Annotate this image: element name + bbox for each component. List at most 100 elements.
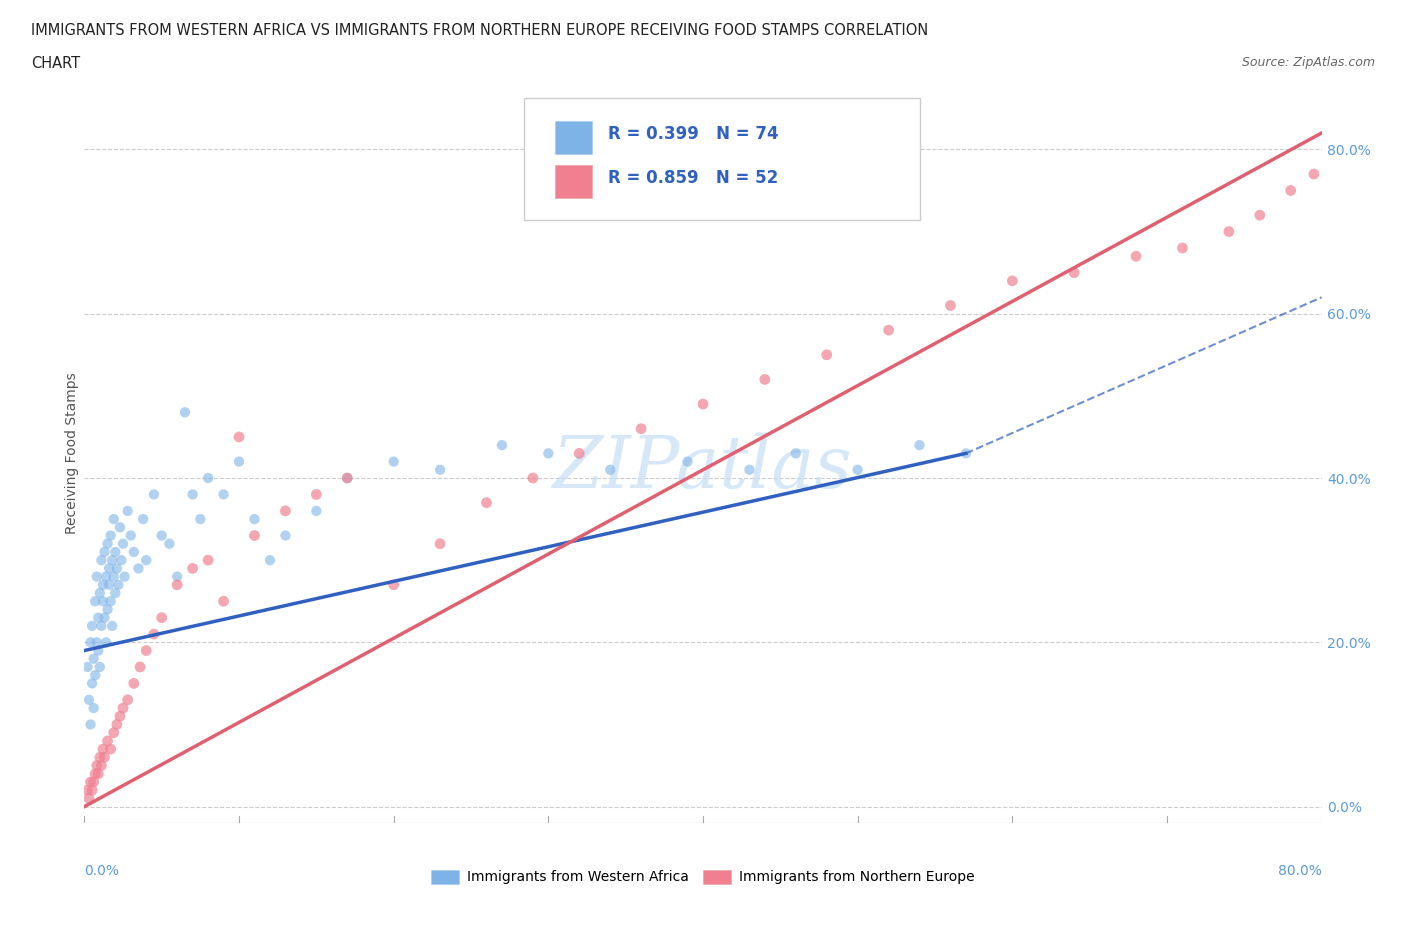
- Point: [429, 537, 451, 551]
- Point: [243, 512, 266, 526]
- FancyBboxPatch shape: [523, 99, 920, 220]
- Point: [98, 561, 121, 576]
- Point: [103, 569, 125, 584]
- Point: [1063, 265, 1085, 280]
- Point: [89, 659, 111, 674]
- Point: [87, 644, 110, 658]
- Point: [104, 586, 127, 601]
- Point: [846, 462, 869, 477]
- Point: [108, 520, 131, 535]
- Point: [101, 618, 124, 633]
- Point: [135, 644, 157, 658]
- Point: [97, 537, 120, 551]
- Text: 80.0%: 80.0%: [1278, 864, 1322, 878]
- Point: [90, 618, 112, 633]
- Point: [94, 569, 117, 584]
- Bar: [554, 165, 592, 198]
- Point: [101, 552, 124, 567]
- Point: [1125, 248, 1147, 264]
- Point: [877, 323, 900, 338]
- Point: [117, 692, 139, 707]
- Point: [93, 610, 115, 625]
- Point: [1001, 273, 1024, 288]
- Point: [228, 430, 250, 445]
- Point: [429, 462, 451, 477]
- Point: [100, 594, 122, 609]
- Point: [91, 578, 114, 592]
- Point: [76, 783, 98, 798]
- Point: [103, 512, 125, 526]
- Point: [174, 405, 197, 419]
- Point: [197, 471, 219, 485]
- Point: [87, 766, 110, 781]
- Text: 0.0%: 0.0%: [84, 864, 120, 878]
- Point: [1279, 183, 1302, 198]
- Point: [475, 495, 498, 510]
- Legend: Immigrants from Western Africa, Immigrants from Northern Europe: Immigrants from Western Africa, Immigran…: [426, 864, 980, 890]
- Point: [77, 790, 100, 805]
- Point: [305, 503, 328, 518]
- Point: [537, 445, 560, 460]
- Point: [228, 454, 250, 469]
- Point: [114, 569, 136, 584]
- Point: [692, 396, 714, 411]
- Point: [100, 528, 122, 543]
- Point: [785, 445, 807, 460]
- Point: [84, 594, 107, 609]
- Point: [117, 503, 139, 518]
- Point: [93, 545, 115, 560]
- Point: [86, 758, 108, 773]
- Point: [90, 552, 112, 567]
- Point: [1171, 241, 1194, 256]
- Point: [150, 528, 173, 543]
- Point: [105, 717, 128, 732]
- Point: [97, 602, 120, 617]
- Point: [103, 725, 125, 740]
- Point: [135, 552, 157, 567]
- Point: [754, 372, 776, 387]
- Point: [97, 734, 120, 749]
- Point: [955, 445, 977, 460]
- Point: [129, 659, 152, 674]
- Point: [243, 528, 266, 543]
- Point: [259, 552, 281, 567]
- Point: [738, 462, 761, 477]
- Point: [104, 545, 127, 560]
- Point: [382, 578, 405, 592]
- Point: [100, 742, 122, 757]
- Point: [188, 512, 212, 526]
- Point: [166, 569, 188, 584]
- Point: [83, 700, 105, 715]
- Point: [630, 421, 652, 436]
- Point: [336, 471, 359, 485]
- Point: [305, 487, 328, 502]
- Point: [143, 487, 166, 502]
- Point: [82, 783, 104, 798]
- Point: [89, 586, 111, 601]
- Text: R = 0.859   N = 52: R = 0.859 N = 52: [607, 169, 778, 187]
- Point: [98, 578, 121, 592]
- Point: [91, 742, 114, 757]
- Text: Source: ZipAtlas.com: Source: ZipAtlas.com: [1241, 56, 1375, 69]
- Point: [110, 552, 132, 567]
- Point: [94, 635, 117, 650]
- Point: [93, 750, 115, 764]
- Point: [79, 717, 101, 732]
- Point: [159, 537, 181, 551]
- Bar: [554, 121, 592, 154]
- Point: [568, 445, 591, 460]
- Text: R = 0.399   N = 74: R = 0.399 N = 74: [607, 125, 779, 143]
- Point: [132, 512, 155, 526]
- Point: [908, 438, 931, 453]
- Point: [83, 651, 105, 666]
- Point: [91, 594, 114, 609]
- Point: [89, 750, 111, 764]
- Point: [76, 659, 98, 674]
- Point: [599, 462, 621, 477]
- Point: [79, 635, 101, 650]
- Point: [676, 454, 699, 469]
- Text: CHART: CHART: [31, 56, 80, 71]
- Point: [815, 347, 838, 362]
- Point: [150, 610, 173, 625]
- Point: [1303, 166, 1326, 181]
